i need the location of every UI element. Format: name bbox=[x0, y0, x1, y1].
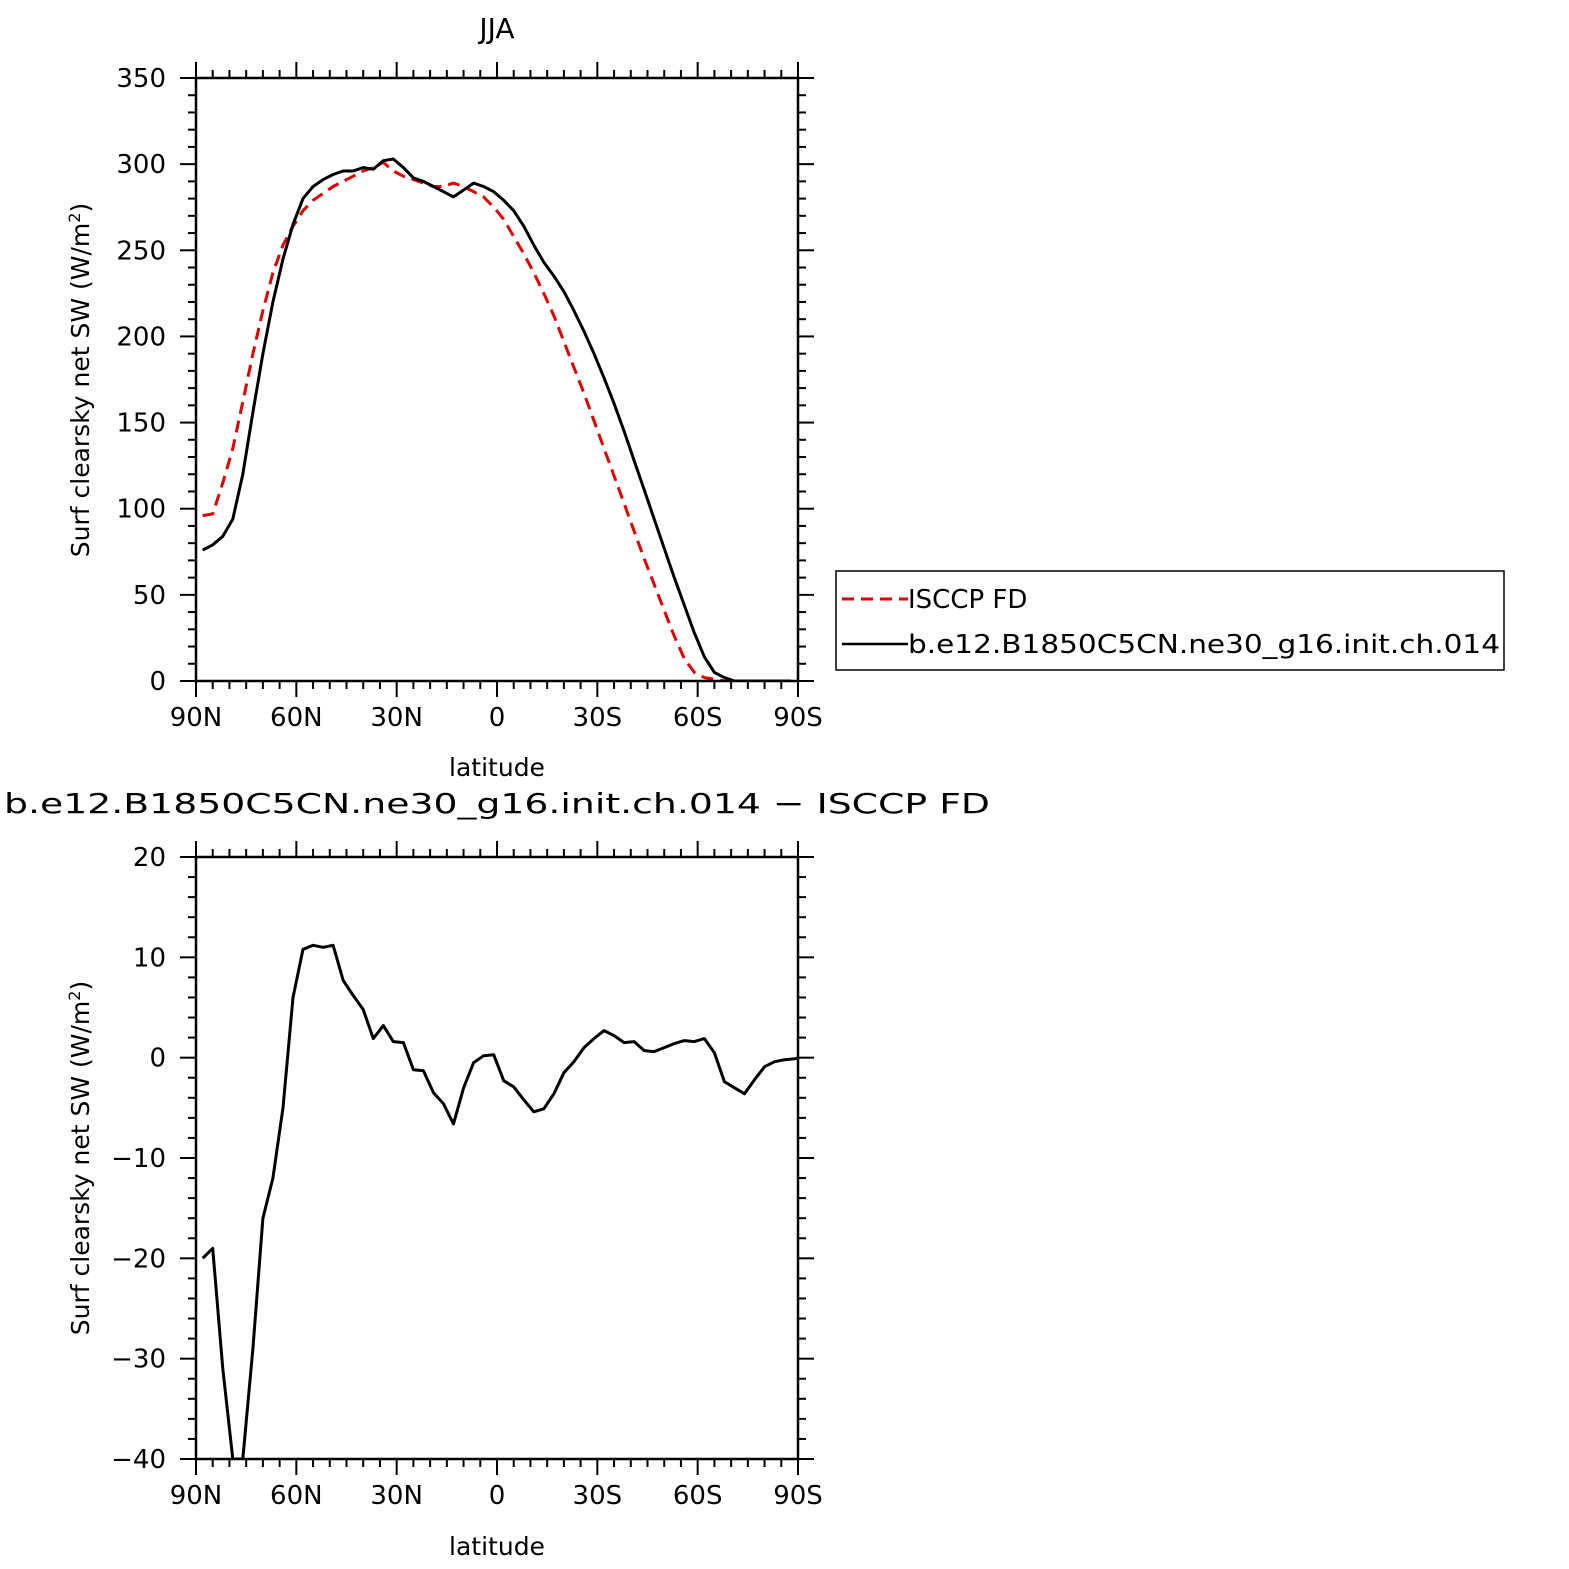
top-panel: JJA 90N 60N 30N 0 30S 60S 90S 0 50 100 150 200 250 30… bbox=[65, 12, 823, 782]
x-tick-label: 90N bbox=[170, 1481, 223, 1511]
bottom-panel-frame bbox=[194, 855, 800, 1461]
y-tick-label: 150 bbox=[116, 409, 166, 439]
bottom-panel: b.e12.B1850C5CN.ne30_g16.init.ch.014 − I… bbox=[4, 787, 990, 1561]
y-tick-label: 0 bbox=[149, 1044, 166, 1074]
y-tick-label: −10 bbox=[111, 1144, 166, 1174]
bottom-x-axis-title: latitude bbox=[449, 1532, 545, 1561]
x-tick-label: 30N bbox=[370, 703, 423, 733]
x-tick-label: 30S bbox=[573, 1481, 623, 1511]
bottom-y-axis-title-close: ) bbox=[66, 981, 95, 991]
top-panel-series bbox=[202, 157, 792, 681]
y-tick-label: −20 bbox=[111, 1244, 166, 1274]
y-tick-label: 350 bbox=[116, 64, 166, 94]
y-tick-label: 20 bbox=[133, 843, 166, 873]
top-panel-frame bbox=[194, 76, 800, 683]
series-line-0 bbox=[202, 160, 792, 681]
x-tick-label: 60S bbox=[673, 703, 723, 733]
y-tick-label: 200 bbox=[116, 322, 166, 352]
y-tick-label: 250 bbox=[116, 236, 166, 266]
y-tick-label: 100 bbox=[116, 495, 166, 525]
top-y-axis-title: Surf clearsky net SW (W/m2) bbox=[65, 203, 95, 557]
y-tick-label: 0 bbox=[149, 667, 166, 697]
bottom-panel-title: b.e12.B1850C5CN.ne30_g16.init.ch.014 − I… bbox=[4, 787, 990, 820]
bottom-y-axis-title-main: Surf clearsky net SW (W/m bbox=[66, 1001, 95, 1336]
x-tick-label: 0 bbox=[489, 703, 506, 733]
legend-label-isccp: ISCCP FD bbox=[908, 585, 1027, 615]
top-panel-ticks: 90N 60N 30N 0 30S 60S 90S 0 50 100 150 200 250 300 350 bbox=[116, 62, 823, 733]
top-x-axis-title: latitude bbox=[449, 753, 545, 782]
x-tick-label: 30N bbox=[370, 1481, 423, 1511]
bottom-y-axis-title-sup: 2 bbox=[65, 991, 84, 1001]
y-tick-label: −30 bbox=[111, 1345, 166, 1375]
x-tick-label: 90S bbox=[773, 703, 823, 733]
bottom-panel-ticks: 90N 60N 30N 0 30S 60S 90S −40 −30 −20 −10 0 10 20 bbox=[111, 841, 823, 1511]
y-tick-label: 50 bbox=[133, 581, 166, 611]
x-tick-label: 30S bbox=[573, 703, 623, 733]
x-tick-label: 0 bbox=[489, 1481, 506, 1511]
legend-label-model: b.e12.B1850C5CN.ne30_g16.init.ch.014 bbox=[908, 630, 1500, 660]
x-tick-label: 60N bbox=[270, 703, 323, 733]
top-panel-title: JJA bbox=[477, 12, 514, 45]
legend-box bbox=[835, 570, 1505, 671]
top-y-axis-title-sup: 2 bbox=[65, 213, 84, 223]
bottom-panel-series bbox=[201, 943, 798, 1459]
series-line-1 bbox=[202, 157, 792, 681]
x-tick-label: 60N bbox=[270, 1481, 323, 1511]
x-tick-label: 90S bbox=[773, 1481, 823, 1511]
y-tick-label: 10 bbox=[133, 943, 166, 973]
top-y-axis-title-close: ) bbox=[66, 203, 95, 213]
y-tick-label: −40 bbox=[111, 1445, 166, 1475]
legend: ISCCP FD b.e12.B1850C5CN.ne30_g16.init.c… bbox=[835, 570, 1505, 671]
x-tick-label: 90N bbox=[170, 703, 223, 733]
difference-line bbox=[201, 943, 798, 1459]
bottom-y-axis-title: Surf clearsky net SW (W/m2) bbox=[65, 981, 95, 1335]
x-tick-label: 60S bbox=[673, 1481, 723, 1511]
top-y-axis-title-main: Surf clearsky net SW (W/m bbox=[66, 223, 95, 558]
y-tick-label: 300 bbox=[116, 150, 166, 180]
